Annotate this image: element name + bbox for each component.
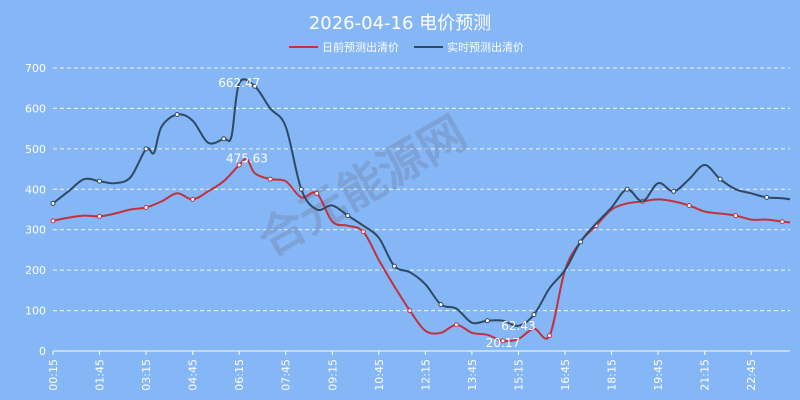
day-ahead-price-line — [52, 157, 791, 343]
x-tick-label: 18:15 — [606, 359, 619, 391]
y-tick-label: 100 — [25, 305, 46, 318]
chart-title: 2026-04-16 电价预测 — [309, 13, 491, 34]
extremum-label: 20.17 — [486, 336, 520, 350]
data-point — [779, 219, 785, 225]
data-point — [143, 204, 149, 210]
x-tick-label: 03:15 — [140, 359, 153, 391]
x-tick-label: 09:15 — [326, 359, 339, 391]
data-point — [97, 213, 103, 219]
extremum-label: 62.43 — [501, 319, 535, 333]
data-point — [252, 83, 258, 89]
data-point — [360, 229, 366, 235]
x-tick-label: 00:15 — [47, 359, 60, 391]
y-tick-label: 600 — [25, 102, 46, 115]
data-point — [298, 186, 304, 192]
x-tick-label: 19:45 — [652, 359, 665, 391]
real-time-price-line — [52, 78, 791, 327]
y-tick-label: 300 — [25, 224, 46, 237]
legend-label-real-time: 实时预测出清价 — [447, 40, 524, 54]
x-tick-label: 16:45 — [559, 359, 572, 391]
y-axis: 0 100 200 300 400 500 600 700 — [25, 62, 46, 358]
data-point — [764, 194, 770, 200]
y-tick-label: 700 — [25, 62, 46, 75]
data-point — [484, 318, 490, 324]
data-point — [314, 190, 320, 196]
data-point — [453, 322, 459, 328]
x-tick-label: 13:45 — [466, 359, 479, 391]
y-tick-label: 0 — [39, 345, 46, 358]
extremum-label: 662.47 — [218, 76, 260, 90]
data-point — [236, 162, 242, 168]
data-point — [624, 186, 630, 192]
y-tick-label: 200 — [25, 264, 46, 277]
x-tick-label: 10:45 — [373, 359, 386, 391]
data-point — [500, 338, 506, 344]
y-tick-label: 500 — [25, 143, 46, 156]
x-tick-label: 15:15 — [512, 359, 525, 391]
data-point — [345, 213, 351, 219]
data-point — [547, 333, 553, 339]
data-point — [190, 196, 196, 202]
series-lines — [50, 78, 791, 344]
data-point — [531, 312, 537, 318]
data-point — [686, 202, 692, 208]
data-point — [267, 176, 273, 182]
data-point — [143, 146, 149, 152]
x-tick-label: 01:45 — [94, 359, 107, 391]
data-point — [221, 136, 227, 142]
data-point — [50, 200, 56, 206]
data-labels: 475.63 20.17 662.47 62.43 — [218, 76, 535, 350]
chart-legend: 日前预测出清价 实时预测出清价 — [289, 40, 524, 54]
x-tick-label: 12:15 — [419, 359, 432, 391]
x-axis: 00:15 01:45 03:15 04:45 06:15 07:45 09:15 10:45… — [47, 351, 758, 391]
data-point — [174, 111, 180, 117]
extremum-label: 475.63 — [226, 152, 268, 166]
data-point — [671, 188, 677, 194]
legend-label-day-ahead: 日前预测出清价 — [322, 40, 399, 54]
x-tick-label: 04:45 — [187, 359, 200, 391]
x-tick-label: 22:45 — [745, 359, 758, 391]
data-point — [733, 213, 739, 219]
data-point — [407, 308, 413, 314]
data-point — [50, 218, 56, 224]
data-point — [438, 302, 444, 308]
y-tick-label: 400 — [25, 183, 46, 196]
watermark: 合元能源网 — [249, 105, 475, 267]
x-tick-label: 06:15 — [233, 359, 246, 391]
x-tick-label: 21:15 — [699, 359, 712, 391]
data-point — [391, 263, 397, 269]
x-tick-label: 07:45 — [280, 359, 293, 391]
data-point — [578, 239, 584, 245]
data-point — [97, 178, 103, 184]
grid-lines — [53, 67, 790, 352]
data-point — [717, 176, 723, 182]
